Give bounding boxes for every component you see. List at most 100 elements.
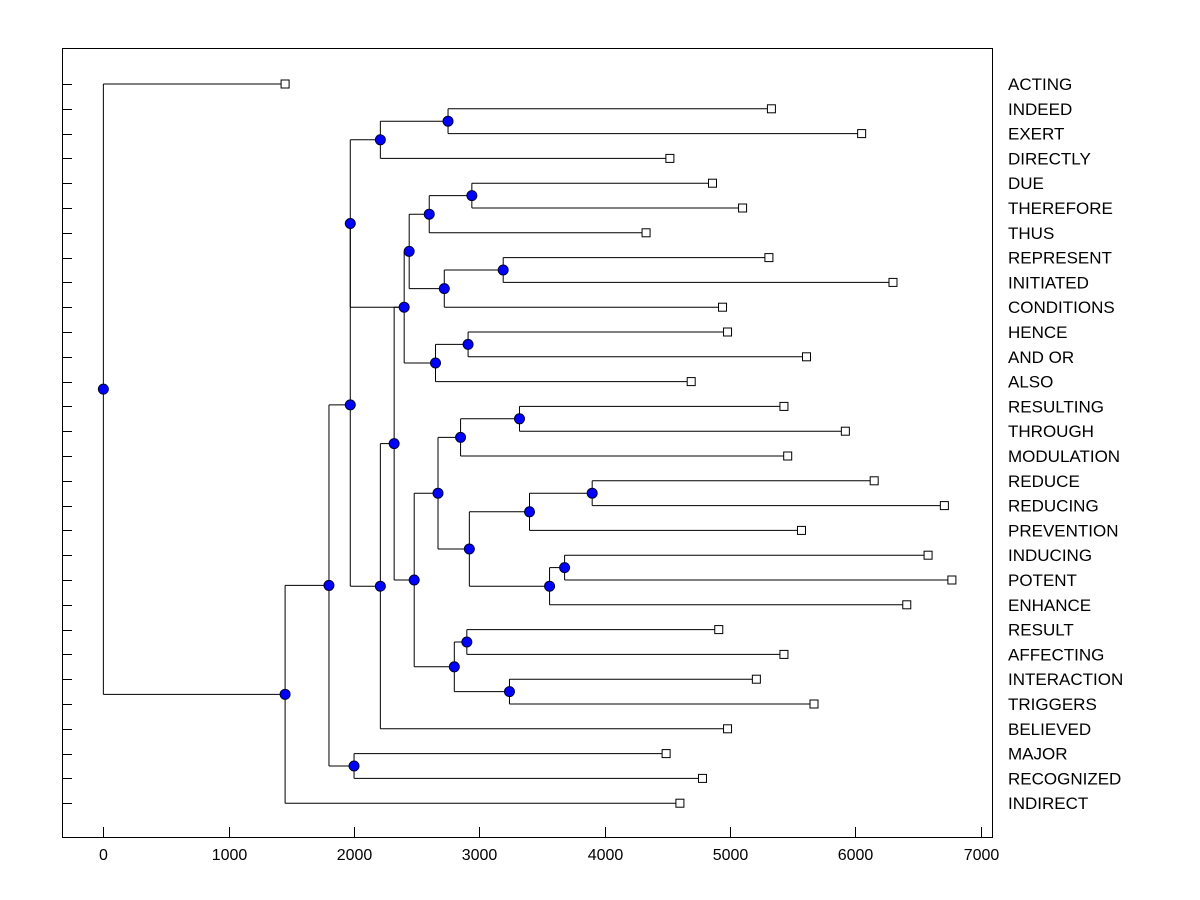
merge-node-n16: [559, 562, 571, 574]
leaf-markers: [280, 79, 957, 808]
leaf-label-affecting: AFFECTING: [1008, 645, 1104, 664]
leaf-marker-resulting: [779, 401, 789, 411]
leaf-label-thus: THUS: [1008, 224, 1054, 243]
leaf-label-initiated: INITIATED: [1008, 273, 1089, 292]
merge-node-n21: [503, 686, 515, 698]
merge-node-n27: [348, 760, 360, 772]
axis-ticks: [62, 84, 982, 837]
leaf-marker-interaction: [751, 674, 761, 684]
leaf-label-believed: BELIEVED: [1008, 720, 1091, 739]
leaf-marker-reducing: [939, 501, 949, 511]
leaf-label-indirect: INDIRECT: [1008, 794, 1088, 813]
x-tick-label-6000: 6000: [838, 847, 874, 864]
leaf-marker-hence: [723, 327, 733, 337]
leaf-label-through: THROUGH: [1008, 422, 1094, 441]
merge-node-n20: [461, 636, 473, 648]
merge-node-n29: [279, 688, 291, 700]
leaf-label-exert: EXERT: [1008, 125, 1064, 144]
leaf-label-also: ALSO: [1008, 373, 1053, 392]
leaf-marker-conditions: [718, 302, 728, 312]
leaf-marker-directly: [665, 153, 675, 163]
leaf-label-represent: REPRESENT: [1008, 249, 1112, 268]
merge-node-n25: [374, 580, 386, 592]
merge-node-n19: [432, 487, 444, 499]
merge-node-n23: [408, 574, 420, 586]
merge-node-n17: [544, 580, 556, 592]
x-tick-label-0: 0: [99, 847, 108, 864]
branches: [102, 83, 952, 804]
leaf-marker-modulation: [783, 451, 793, 461]
merge-node-n10: [398, 301, 410, 313]
leaf-marker-indirect: [675, 798, 685, 808]
leaf-label-inducing: INDUCING: [1008, 546, 1092, 565]
leaf-marker-result: [714, 625, 724, 635]
merge-node-n22: [448, 661, 460, 673]
merge-node-n30: [97, 383, 109, 395]
merge-node-n1: [442, 115, 454, 127]
leaf-marker-prevention: [796, 525, 806, 535]
x-tick-label-4000: 4000: [588, 847, 624, 864]
leaf-labels: ACTING INDEED EXERT DIRECTLY DUE THEREFORE THU…: [1008, 75, 1123, 813]
leaf-marker-enhance: [902, 600, 912, 610]
leaf-label-reducing: REDUCING: [1008, 497, 1099, 516]
leaf-label-resulting: RESULTING: [1008, 397, 1104, 416]
leaf-label-result: RESULT: [1008, 621, 1074, 640]
merge-node-n8: [462, 338, 474, 350]
leaf-label-conditions: CONDITIONS: [1008, 298, 1115, 317]
merge-node-n7: [403, 245, 415, 257]
merge-node-n15: [524, 506, 536, 518]
merge-node-n3: [466, 190, 478, 202]
leaf-label-hence: HENCE: [1008, 323, 1068, 342]
merge-node-n14: [586, 487, 598, 499]
leaf-marker-potent: [947, 575, 957, 585]
leaf-marker-believed: [723, 724, 733, 734]
leaf-label-recognized: RECOGNIZED: [1008, 769, 1121, 788]
x-tick-label-7000: 7000: [964, 847, 1000, 864]
merge-node-n24: [388, 438, 400, 450]
leaf-marker-triggers: [809, 699, 819, 709]
leaf-marker-recognized: [697, 773, 707, 783]
merge-node-n12: [513, 413, 525, 425]
leaf-label-directly: DIRECTLY: [1008, 149, 1091, 168]
x-tick-label-3000: 3000: [462, 847, 498, 864]
leaf-marker-indeed: [766, 104, 776, 114]
leaf-marker-thus: [641, 228, 651, 238]
leaf-marker-due: [707, 178, 717, 188]
leaf-marker-also: [686, 377, 696, 387]
leaf-label-major: MAJOR: [1008, 745, 1068, 764]
leaf-marker-inducing: [923, 550, 933, 560]
leaf-marker-through: [840, 426, 850, 436]
x-tick-label-2000: 2000: [337, 847, 373, 864]
leaf-label-modulation: MODULATION: [1008, 447, 1120, 466]
leaf-label-therefore: THEREFORE: [1008, 199, 1113, 218]
merge-node-n2: [374, 134, 386, 146]
x-tick-label-5000: 5000: [713, 847, 749, 864]
leaf-label-and-or: AND OR: [1008, 348, 1074, 367]
leaf-marker-and-or: [802, 352, 812, 362]
merge-node-n5: [497, 264, 509, 276]
leaf-label-due: DUE: [1008, 174, 1044, 193]
x-tick-label-1000: 1000: [212, 847, 248, 864]
leaf-label-acting: ACTING: [1008, 75, 1072, 94]
leaf-marker-acting: [280, 79, 290, 89]
leaf-label-interaction: INTERACTION: [1008, 670, 1123, 689]
leaf-marker-represent: [764, 253, 774, 263]
merge-node-n26: [344, 399, 356, 411]
plot-frame: [62, 48, 993, 838]
leaf-marker-initiated: [888, 277, 898, 287]
merge-node-n6: [438, 283, 450, 295]
merge-node-n4: [423, 208, 435, 220]
x-tick-labels: 0 1000 2000 3000 4000 5000 6000 7000: [99, 847, 999, 864]
leaf-label-potent: POTENT: [1008, 571, 1077, 590]
leaf-marker-major: [661, 749, 671, 759]
leaf-label-enhance: ENHANCE: [1008, 596, 1091, 615]
leaf-marker-exert: [857, 129, 867, 139]
merge-node-n13: [455, 431, 467, 443]
merge-node-n11: [344, 218, 356, 229]
leaf-marker-affecting: [779, 649, 789, 659]
merge-node-n18: [463, 543, 475, 555]
merge-nodes: [97, 115, 598, 772]
leaf-label-prevention: PREVENTION: [1008, 521, 1119, 540]
leaf-label-reduce: REDUCE: [1008, 472, 1080, 491]
